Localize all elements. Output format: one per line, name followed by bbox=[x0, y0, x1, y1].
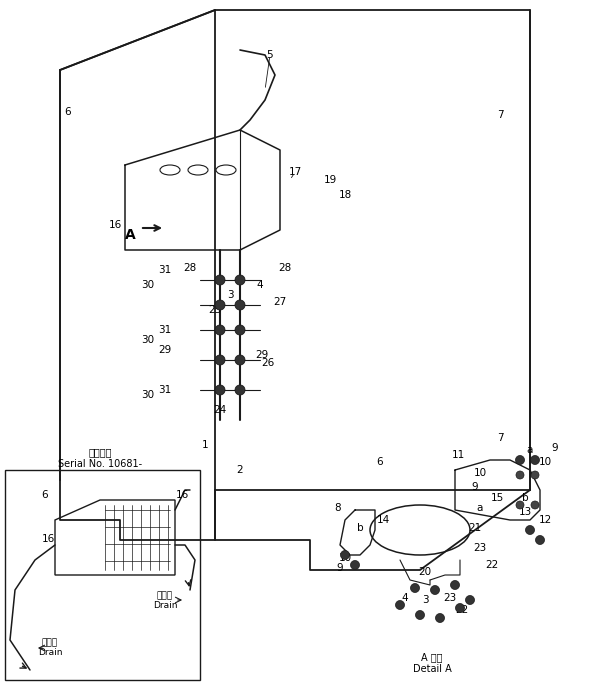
Text: 6: 6 bbox=[377, 457, 383, 467]
Text: 23: 23 bbox=[444, 593, 456, 603]
Circle shape bbox=[235, 300, 245, 310]
Text: 13: 13 bbox=[518, 507, 532, 517]
Text: 11: 11 bbox=[451, 450, 465, 460]
Circle shape bbox=[215, 325, 225, 335]
Text: 適用機種: 適用機種 bbox=[88, 447, 112, 457]
Text: Serial No. 10681-: Serial No. 10681- bbox=[58, 459, 142, 469]
Circle shape bbox=[235, 325, 245, 335]
Text: ドレン: ドレン bbox=[42, 638, 58, 647]
Circle shape bbox=[525, 526, 534, 535]
Text: 30: 30 bbox=[141, 335, 154, 345]
Circle shape bbox=[235, 385, 245, 395]
Circle shape bbox=[531, 501, 539, 509]
Text: 29: 29 bbox=[256, 350, 269, 360]
Circle shape bbox=[235, 355, 245, 365]
Text: 29: 29 bbox=[158, 345, 171, 355]
Text: b: b bbox=[522, 493, 528, 503]
Text: 23: 23 bbox=[474, 543, 487, 553]
Text: 5: 5 bbox=[267, 50, 273, 60]
Text: 16: 16 bbox=[41, 534, 55, 544]
Circle shape bbox=[340, 551, 349, 560]
Text: 25: 25 bbox=[209, 305, 221, 315]
Circle shape bbox=[531, 456, 540, 464]
Text: 6: 6 bbox=[42, 490, 48, 500]
Circle shape bbox=[415, 611, 425, 620]
Text: 31: 31 bbox=[158, 325, 171, 335]
Text: 24: 24 bbox=[213, 405, 227, 415]
Text: 31: 31 bbox=[158, 265, 171, 275]
Text: b: b bbox=[357, 523, 363, 533]
Text: 30: 30 bbox=[141, 390, 154, 400]
Circle shape bbox=[535, 535, 544, 544]
Circle shape bbox=[531, 471, 539, 479]
Text: 1: 1 bbox=[201, 440, 209, 450]
Text: a: a bbox=[527, 445, 533, 455]
Text: 18: 18 bbox=[338, 190, 352, 200]
Text: 28: 28 bbox=[279, 263, 292, 273]
Text: 9: 9 bbox=[552, 443, 558, 453]
Text: A 詳細: A 詳細 bbox=[421, 652, 443, 662]
Text: 22: 22 bbox=[455, 605, 469, 615]
Text: 4: 4 bbox=[257, 280, 263, 290]
Circle shape bbox=[435, 613, 445, 622]
Text: a: a bbox=[477, 503, 483, 513]
Text: 3: 3 bbox=[422, 595, 428, 605]
Text: ドレン: ドレン bbox=[157, 591, 173, 600]
Text: 19: 19 bbox=[323, 175, 337, 185]
Circle shape bbox=[515, 456, 524, 464]
Circle shape bbox=[465, 595, 475, 604]
Text: 7: 7 bbox=[497, 433, 504, 443]
Text: 7: 7 bbox=[497, 110, 504, 120]
Circle shape bbox=[431, 585, 439, 595]
Circle shape bbox=[411, 583, 419, 592]
Text: Drain: Drain bbox=[38, 648, 62, 657]
Text: 16: 16 bbox=[176, 490, 188, 500]
Text: Drain: Drain bbox=[153, 601, 177, 610]
Text: 22: 22 bbox=[485, 560, 499, 570]
Text: 12: 12 bbox=[538, 515, 552, 525]
Circle shape bbox=[395, 601, 405, 609]
Circle shape bbox=[215, 275, 225, 285]
Text: 15: 15 bbox=[491, 493, 504, 503]
Text: 27: 27 bbox=[273, 297, 287, 307]
Text: 3: 3 bbox=[227, 290, 233, 300]
Text: 20: 20 bbox=[418, 567, 432, 577]
Text: 26: 26 bbox=[262, 358, 274, 368]
Text: 9: 9 bbox=[472, 482, 478, 492]
Text: 31: 31 bbox=[158, 385, 171, 395]
Text: 28: 28 bbox=[183, 263, 197, 273]
Text: 21: 21 bbox=[468, 523, 482, 533]
Text: 6: 6 bbox=[65, 107, 71, 117]
Text: 10: 10 bbox=[538, 457, 551, 467]
Text: 16: 16 bbox=[108, 220, 121, 230]
Text: 17: 17 bbox=[289, 167, 302, 177]
Circle shape bbox=[455, 604, 465, 613]
Text: 8: 8 bbox=[335, 503, 341, 513]
Text: 14: 14 bbox=[376, 515, 390, 525]
Text: 9: 9 bbox=[337, 563, 343, 573]
Text: 30: 30 bbox=[141, 280, 154, 290]
Circle shape bbox=[215, 355, 225, 365]
Text: 10: 10 bbox=[339, 553, 352, 563]
Text: 2: 2 bbox=[237, 465, 243, 475]
Circle shape bbox=[451, 581, 459, 590]
Circle shape bbox=[215, 300, 225, 310]
Text: 10: 10 bbox=[474, 468, 487, 478]
Circle shape bbox=[516, 501, 524, 509]
Circle shape bbox=[215, 385, 225, 395]
Circle shape bbox=[235, 275, 245, 285]
Circle shape bbox=[350, 560, 359, 569]
Circle shape bbox=[516, 471, 524, 479]
Text: Detail A: Detail A bbox=[413, 664, 451, 674]
Text: A: A bbox=[125, 228, 135, 242]
Text: 4: 4 bbox=[402, 593, 408, 603]
